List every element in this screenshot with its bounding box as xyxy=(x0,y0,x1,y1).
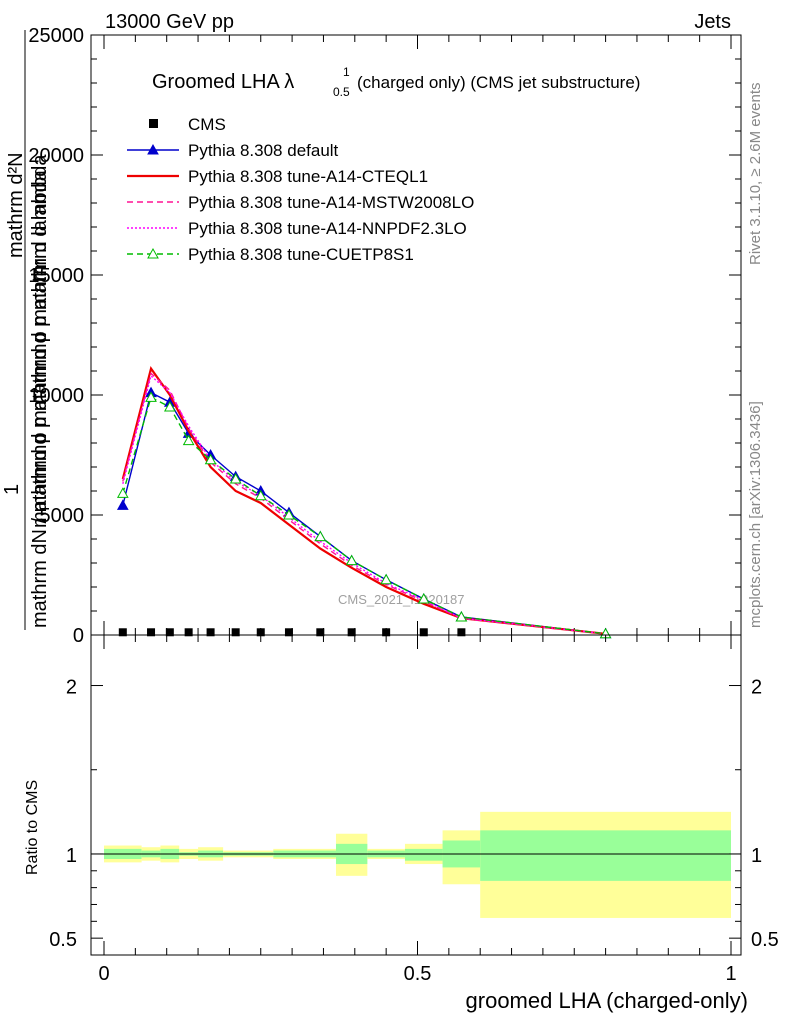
chart-title: Groomed LHA λ 1 0.5 (charged only) (CMS … xyxy=(152,65,640,99)
cms-data-point xyxy=(347,628,356,637)
mcplots-reference-label: mcplots.cern.ch [arXiv:1306.3436] xyxy=(747,401,764,628)
x-tick-label: 0.5 xyxy=(404,963,432,985)
ratio-y-tick-label-right: 0.5 xyxy=(751,929,779,951)
main-y-tick-label: 5000 xyxy=(40,505,85,527)
x-axis-label: groomed LHA (charged-only) xyxy=(466,988,748,1013)
legend: CMS Pythia 8.308 default Pythia 8.308 tune… xyxy=(127,115,474,264)
cms-data-points xyxy=(118,628,466,637)
ratio-y-axis: 0.5 0.5 1 1 2 2 xyxy=(49,677,779,952)
series-marker xyxy=(314,530,327,542)
ratio-plot-frame xyxy=(90,634,742,956)
main-y-tick-label: 25000 xyxy=(28,25,84,47)
ratio-uncertainty-bands xyxy=(104,811,731,918)
series-marker xyxy=(345,554,358,566)
legend-label: Pythia 8.308 tune-A14-MSTW2008LO xyxy=(188,193,474,212)
cms-data-point xyxy=(256,628,265,637)
legend-label: Pythia 8.308 tune-CUETP8S1 xyxy=(188,245,414,264)
cms-data-point xyxy=(382,628,391,637)
ratio-y-tick-label-right: 1 xyxy=(751,845,762,867)
ratio-y-tick-label: 0.5 xyxy=(49,929,77,951)
cms-data-point xyxy=(419,628,428,637)
legend-label: Pythia 8.308 default xyxy=(188,141,339,160)
x-axis: 0 0.5 1 xyxy=(98,635,737,985)
series-marker xyxy=(417,592,430,604)
series-marker xyxy=(455,610,468,622)
chart-title-subscript: 0.5 xyxy=(333,85,350,99)
main-y-tick-label: 0 xyxy=(73,625,84,647)
cms-data-point xyxy=(316,628,325,637)
legend-cms-marker xyxy=(149,119,158,128)
header-jets-label: Jets xyxy=(694,11,731,33)
chart-title-main: Groomed LHA λ xyxy=(152,71,294,93)
ratio-y-tick-label: 2 xyxy=(66,677,77,699)
legend-cms-label: CMS xyxy=(188,115,226,134)
main-y-tick-label: 20000 xyxy=(28,145,84,167)
series-marker xyxy=(163,400,176,412)
series-marker xyxy=(380,573,392,585)
series-line xyxy=(121,366,606,635)
series-marker xyxy=(204,453,217,465)
cms-data-point xyxy=(147,628,156,637)
ratio-y-tick-label-right: 2 xyxy=(751,677,762,699)
y-label-bottom-line: mathrm dN / mathrmd p mathrmd p mathrm d… xyxy=(29,154,51,628)
legend-marker xyxy=(147,143,159,155)
series-marker xyxy=(283,508,295,520)
main-y-axis: 0 5000 10000 15000 20000 25000 xyxy=(28,25,741,647)
stat-uncertainty-band xyxy=(480,830,731,881)
series-marker xyxy=(182,434,195,446)
cms-data-point xyxy=(457,628,466,637)
cms-data-point xyxy=(206,628,215,637)
x-tick-label: 0 xyxy=(98,963,109,985)
series-marker xyxy=(145,391,157,402)
ratio-y-tick-label: 1 xyxy=(66,845,77,867)
series-line xyxy=(122,372,606,635)
series-line xyxy=(122,374,606,635)
y-label-numerator: 1 xyxy=(1,484,23,495)
legend-label: Pythia 8.308 tune-A14-NNPDF2.3LO xyxy=(188,219,467,238)
cms-data-point xyxy=(118,628,127,637)
main-plot-series xyxy=(116,366,612,639)
stat-uncertainty-band xyxy=(404,848,443,861)
main-y-tick-label: 10000 xyxy=(28,385,84,407)
cms-data-point xyxy=(165,628,174,637)
legend-marker xyxy=(147,247,159,259)
legend-label: Pythia 8.308 tune-A14-CTEQL1 xyxy=(188,167,428,186)
y-label-middle-line: mathrmd p mathrmd p mathrm d lambda xyxy=(29,169,51,528)
cms-data-point xyxy=(284,628,293,637)
cms-data-point xyxy=(231,628,240,637)
chart-title-superscript: 1 xyxy=(343,65,350,79)
series-marker xyxy=(229,472,242,484)
rivet-version-label: Rivet 3.1.10, ≥ 2.6M events xyxy=(747,83,764,266)
header-energy-label: 13000 GeV pp xyxy=(105,11,234,33)
y-label-top-line: mathrm d²N xyxy=(5,152,27,258)
series-marker xyxy=(254,489,267,501)
x-tick-label: 1 xyxy=(725,963,736,985)
main-y-tick-label: 15000 xyxy=(28,265,84,287)
series-marker xyxy=(116,499,129,510)
chart-title-rest: (charged only) (CMS jet substructure) xyxy=(357,73,640,92)
cms-data-point xyxy=(184,628,193,637)
series-marker xyxy=(116,487,129,498)
main-y-axis-label: 1 mathrm d²N mathrmd p mathrmd p mathrm … xyxy=(1,30,51,630)
ratio-y-axis-label: Ratio to CMS xyxy=(24,780,41,875)
